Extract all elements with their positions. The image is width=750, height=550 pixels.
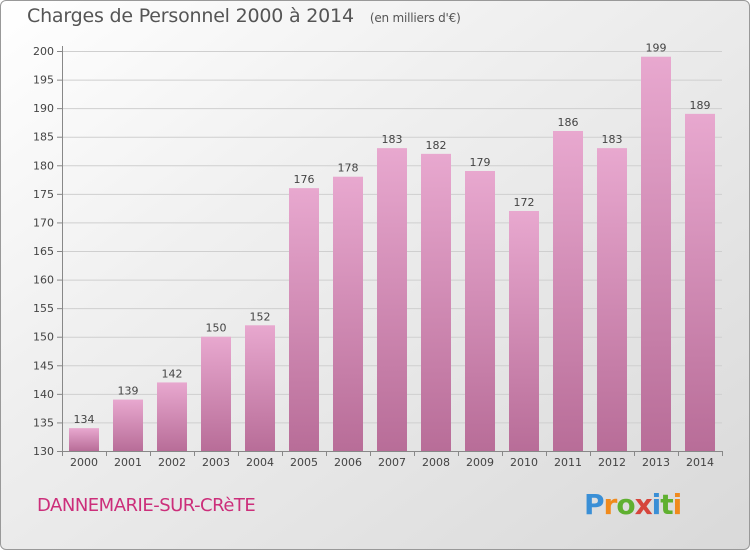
y-tick-label: 130 bbox=[33, 445, 54, 458]
x-tick-label-2009: 2009 bbox=[466, 456, 494, 469]
bar-2006[interactable] bbox=[333, 176, 363, 451]
place-name: DANNEMARIE-SUR-CRèTE bbox=[37, 495, 256, 516]
bar-2011[interactable] bbox=[553, 131, 583, 451]
axes: 130 135 140 145 150 155 160 165 170 175 180 185 190 1… bbox=[33, 45, 723, 469]
bar-2009[interactable] bbox=[465, 171, 495, 451]
x-tick-label-2012: 2012 bbox=[598, 456, 626, 469]
data-label-2010: 172 bbox=[514, 196, 535, 209]
data-label-2004: 152 bbox=[250, 310, 271, 323]
y-tick-label: 195 bbox=[33, 74, 54, 87]
y-tick-label: 200 bbox=[33, 45, 54, 58]
bar-2008[interactable] bbox=[421, 153, 451, 451]
y-tick-label: 145 bbox=[33, 359, 54, 372]
x-tick-label-2005: 2005 bbox=[290, 456, 318, 469]
x-tick-label-2010: 2010 bbox=[510, 456, 538, 469]
data-label-2007: 183 bbox=[382, 133, 403, 146]
bar-2007[interactable] bbox=[377, 148, 407, 451]
chart-title: Charges de Personnel 2000 à 2014 (en mill… bbox=[27, 5, 461, 27]
bar-2003[interactable] bbox=[201, 336, 231, 451]
y-tick-label: 160 bbox=[33, 274, 54, 287]
y-tick-label: 135 bbox=[33, 416, 54, 429]
logo-letter: r bbox=[603, 488, 618, 521]
proxiti-logo[interactable]: Proxiti bbox=[584, 488, 683, 521]
y-tick-label: 140 bbox=[33, 388, 54, 401]
bar-2010[interactable] bbox=[509, 211, 539, 451]
x-tick-label-2003: 2003 bbox=[202, 456, 230, 469]
bar-2002[interactable] bbox=[157, 382, 187, 451]
data-label-2000: 134 bbox=[74, 413, 95, 426]
logo-letter: P bbox=[584, 488, 605, 521]
data-label-2008: 182 bbox=[426, 139, 447, 152]
y-tick-label: 185 bbox=[33, 131, 54, 144]
data-label-2013: 199 bbox=[646, 42, 667, 55]
data-labels: 134 139 142 150 152 176 178 183 182 179 172 186 183 1… bbox=[74, 42, 711, 426]
chart-title-text: Charges de Personnel 2000 à 2014 bbox=[27, 5, 354, 27]
logo-letter: x bbox=[634, 488, 653, 521]
y-tick-label: 175 bbox=[33, 188, 54, 201]
bar-2013[interactable] bbox=[641, 56, 671, 451]
data-label-2014: 189 bbox=[690, 99, 711, 112]
y-tick-label: 150 bbox=[33, 331, 54, 344]
bar-2004[interactable] bbox=[245, 325, 275, 451]
bar-2014[interactable] bbox=[685, 113, 715, 451]
logo-letter: o bbox=[616, 488, 635, 521]
bar-2000[interactable] bbox=[69, 428, 99, 451]
logo-letter: t bbox=[660, 488, 673, 521]
x-tick-label-2008: 2008 bbox=[422, 456, 450, 469]
data-label-2006: 178 bbox=[338, 162, 359, 175]
data-label-2005: 176 bbox=[294, 173, 315, 186]
logo-letter: i bbox=[672, 488, 683, 521]
x-tick-label-2000: 2000 bbox=[70, 456, 98, 469]
y-tick-label: 170 bbox=[33, 216, 54, 229]
bar-2012[interactable] bbox=[597, 148, 627, 451]
y-tick-label: 190 bbox=[33, 102, 54, 115]
logo-letter: i bbox=[651, 488, 662, 521]
bar-2005[interactable] bbox=[289, 188, 319, 451]
x-tick-label-2001: 2001 bbox=[114, 456, 142, 469]
data-label-2003: 150 bbox=[206, 322, 227, 335]
x-tick-label-2011: 2011 bbox=[554, 456, 582, 469]
bars bbox=[69, 56, 715, 451]
bar-2001[interactable] bbox=[113, 399, 143, 451]
data-label-2011: 186 bbox=[558, 116, 579, 129]
y-tick-label: 155 bbox=[33, 302, 54, 315]
chart-subtitle: (en milliers d'€) bbox=[369, 11, 461, 25]
y-tick-label: 180 bbox=[33, 159, 54, 172]
x-tick-label-2014: 2014 bbox=[686, 456, 714, 469]
x-tick-label-2004: 2004 bbox=[246, 456, 274, 469]
data-label-2009: 179 bbox=[470, 156, 491, 169]
x-tick-label-2006: 2006 bbox=[334, 456, 362, 469]
data-label-2001: 139 bbox=[118, 385, 139, 398]
data-label-2012: 183 bbox=[602, 133, 623, 146]
x-tick-label-2013: 2013 bbox=[642, 456, 670, 469]
x-tick-label-2007: 2007 bbox=[378, 456, 406, 469]
y-tick-label: 165 bbox=[33, 245, 54, 258]
data-label-2002: 142 bbox=[162, 367, 183, 380]
x-tick-label-2002: 2002 bbox=[158, 456, 186, 469]
